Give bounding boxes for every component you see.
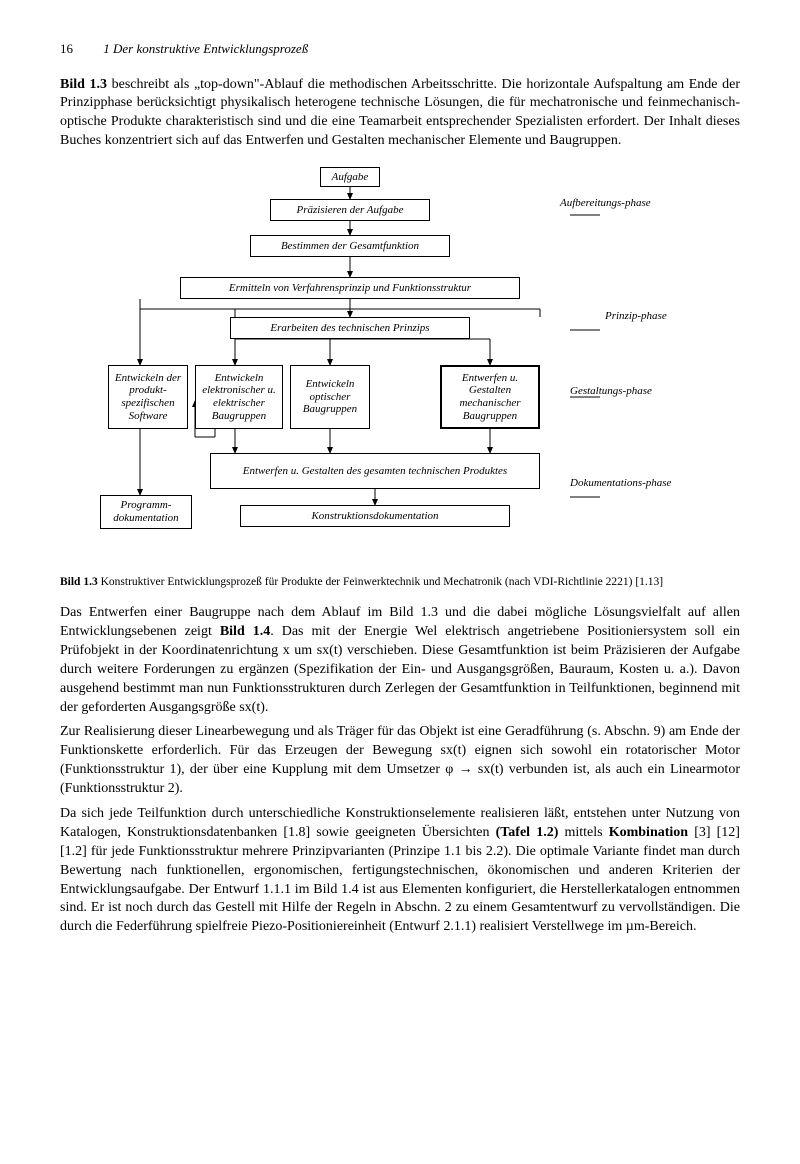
para1-lead: Bild 1.3: [60, 77, 107, 92]
node-gesamt-label: Entwerfen u. Gestalten des gesamten tech…: [243, 465, 507, 478]
para3-text: Zur Realisierung dieser Linearbewegung u…: [60, 724, 740, 796]
node-elektro: Entwickeln elektronischer u. elektrische…: [195, 365, 283, 429]
caption-rest: Konstruktiver Entwicklungsprozeß für Pro…: [98, 576, 663, 588]
node-bestimmen-label: Bestimmen der Gesamtfunktion: [281, 240, 419, 253]
paragraph-2: Das Entwerfen einer Baugruppe nach dem A…: [60, 604, 740, 717]
node-mechanisch: Entwerfen u. Gestalten mechanischer Baug…: [440, 365, 540, 429]
paragraph-3: Zur Realisierung dieser Linearbewegung u…: [60, 723, 740, 799]
page-number: 16: [60, 40, 100, 58]
paragraph-1: Bild 1.3 beschreibt als „top-down"-Ablau…: [60, 76, 740, 152]
node-praezisieren-label: Präzisieren der Aufgabe: [297, 204, 404, 217]
node-praezisieren: Präzisieren der Aufgabe: [270, 199, 430, 221]
node-bestimmen: Bestimmen der Gesamtfunktion: [250, 235, 450, 257]
node-erarbeiten-label: Erarbeiten des technischen Prinzips: [270, 322, 429, 335]
node-konstruktion: Konstruktionsdokumentation: [240, 505, 510, 527]
node-ermitteln: Ermitteln von Verfahrensprinzip und Funk…: [180, 277, 520, 299]
node-gesamt: Entwerfen u. Gestalten des gesamten tech…: [210, 453, 540, 489]
node-elektro-label: Entwickeln elektronischer u. elektrische…: [201, 372, 277, 423]
page-header: 16 1 Der konstruktive Entwicklungsprozeß: [60, 40, 740, 58]
chapter-title: 1 Der konstruktive Entwicklungsprozeß: [103, 41, 308, 56]
para4-b: mittels: [558, 825, 608, 840]
node-ermitteln-label: Ermitteln von Verfahrensprinzip und Funk…: [229, 282, 471, 295]
node-konstruktion-label: Konstruktionsdokumentation: [311, 510, 438, 523]
para2-bold: Bild 1.4: [220, 624, 270, 639]
figure-caption: Bild 1.3 Konstruktiver Entwicklungsproze…: [60, 575, 740, 590]
node-programm: Programm-dokumentation: [100, 495, 192, 529]
node-software-label: Entwickeln der produkt-spezifischen Soft…: [114, 372, 182, 423]
node-optisch-label: Entwickeln optischer Baugruppen: [296, 378, 364, 416]
node-programm-label: Programm-dokumentation: [106, 499, 186, 524]
node-aufgabe: Aufgabe: [320, 167, 380, 187]
phase-aufbereitung: Aufbereitungs-phase: [560, 197, 651, 210]
paragraph-4: Da sich jede Teilfunktion durch untersch…: [60, 805, 740, 937]
phase-gestaltung: Gestaltungs-phase: [570, 385, 652, 398]
caption-lead: Bild 1.3: [60, 576, 98, 588]
node-mechanisch-label: Entwerfen u. Gestalten mechanischer Baug…: [447, 372, 533, 423]
node-software: Entwickeln der produkt-spezifischen Soft…: [108, 365, 188, 429]
phase-prinzip: Prinzip-phase: [605, 310, 667, 323]
node-optisch: Entwickeln optischer Baugruppen: [290, 365, 370, 429]
para4-c: [3] [12] [1.2] für jede Funktionsstruktu…: [60, 825, 740, 934]
node-erarbeiten: Erarbeiten des technischen Prinzips: [230, 317, 470, 339]
phase-dokumentation: Dokumentations-phase: [570, 477, 671, 490]
node-aufgabe-label: Aufgabe: [332, 171, 369, 184]
para1-rest: beschreibt als „top-down"-Ablauf die met…: [60, 77, 740, 149]
para4-bold2: Kombination: [609, 825, 688, 840]
flowchart-figure: Aufgabe Präzisieren der Aufgabe Bestimme…: [120, 165, 680, 565]
para4-bold1: (Tafel 1.2): [496, 825, 559, 840]
